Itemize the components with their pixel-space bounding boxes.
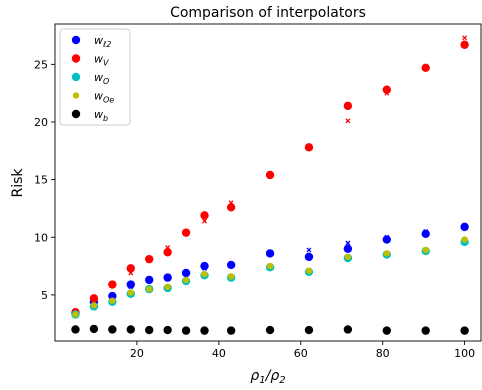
cross-stroke [462,35,468,41]
data-point-b [421,326,430,335]
data-point-oe [146,285,153,293]
data-point-v [343,101,353,111]
legend-marker-ℓ2 [71,35,81,45]
legend-marker-b [71,109,81,119]
chart-title: Comparison of interpolators [170,5,366,21]
x-axis-label: ρ1/ρ2 [250,368,285,385]
x-tick-label: 60 [294,347,308,360]
data-point-b [382,326,391,335]
data-point-b [200,326,209,335]
legend-label-o: wO [94,71,109,86]
data-point-v [145,254,154,264]
cross-marker-v [345,118,351,124]
legend-label-ℓ2: wℓ2 [94,34,111,49]
data-point-b [89,324,99,334]
data-point-v [382,85,391,94]
y-tick-label: 25 [34,58,48,71]
data-point-v [200,211,209,220]
cross-marker-v [462,35,468,41]
legend-marker-oe [72,92,80,99]
data-point-b [460,326,469,335]
data-point-ℓ2 [200,261,209,271]
cross-marker-ℓ2 [306,247,312,253]
legend-marker-v [71,54,81,63]
cross-stroke [345,118,351,124]
data-point-v [421,63,430,73]
cross-stroke [202,218,207,224]
legend-label-oe: wOe [94,90,114,105]
data-point-ℓ2 [265,249,275,258]
data-point-oe [182,276,190,284]
data-point-v [163,248,172,257]
legend: wℓ2 wV wO wOe wb [59,28,131,126]
data-point-ℓ2 [304,252,314,262]
data-point-oe [461,236,468,243]
data-point-oe [164,283,171,291]
y-tick-label: 20 [34,116,48,129]
legend-label-b: wb [94,108,108,123]
data-point-oe [422,246,429,254]
data-point-v [89,294,99,303]
y-tick-label: 15 [34,174,48,187]
x-tick-label: 40 [212,347,226,360]
x-tick-label: 100 [454,347,475,360]
data-point-b [108,325,117,334]
data-point-b [126,325,135,334]
data-point-v [265,170,275,180]
data-point-v [126,264,135,273]
data-point-b [145,325,154,335]
data-point-ℓ2 [421,229,430,238]
cross-stroke [345,240,351,246]
data-point-oe [72,311,79,318]
data-point-v [108,280,117,289]
data-point-ℓ2 [108,291,117,301]
cross-stroke [306,247,312,253]
plot-frame [54,23,482,342]
data-point-v [304,143,314,152]
data-point-oe [90,302,98,309]
y-tick-label: 5 [41,289,48,302]
data-point-b [343,325,353,334]
y-axis-label: Risk [10,168,26,198]
data-point-oe [201,270,208,278]
data-point-ℓ2 [226,260,236,270]
data-point-ℓ2 [181,268,191,278]
data-point-b [226,326,236,335]
data-point-oe [227,273,235,280]
x-tick-label: 20 [130,347,144,360]
legend-label-v: wV [94,53,109,68]
data-point-ℓ2 [126,280,135,289]
y-tick-label: 10 [34,231,48,244]
data-point-ℓ2 [163,273,172,282]
data-point-v [460,40,469,49]
legend-box [59,28,131,126]
data-point-oe [266,262,274,270]
data-point-ℓ2 [382,235,391,244]
x-tick-label: 80 [376,347,390,360]
cross-marker-v [202,218,207,224]
data-point-ℓ2 [145,275,154,285]
plot-area [71,35,469,335]
data-point-ℓ2 [343,244,353,253]
data-point-b [71,325,80,334]
data-point-oe [127,289,134,296]
axes: 20 40 60 80 100 5 10 15 20 25 [34,58,475,360]
data-point-b [181,326,191,335]
legend-marker-o [71,72,81,82]
data-point-ℓ2 [460,222,469,232]
data-point-oe [383,250,390,257]
data-point-oe [344,253,352,261]
data-point-b [163,325,172,335]
cross-marker-ℓ2 [345,240,351,246]
data-point-b [304,325,314,335]
data-point-v [226,203,236,212]
data-point-b [265,325,275,335]
data-point-oe [109,297,116,304]
data-point-oe [305,267,313,274]
data-point-v [181,228,191,237]
